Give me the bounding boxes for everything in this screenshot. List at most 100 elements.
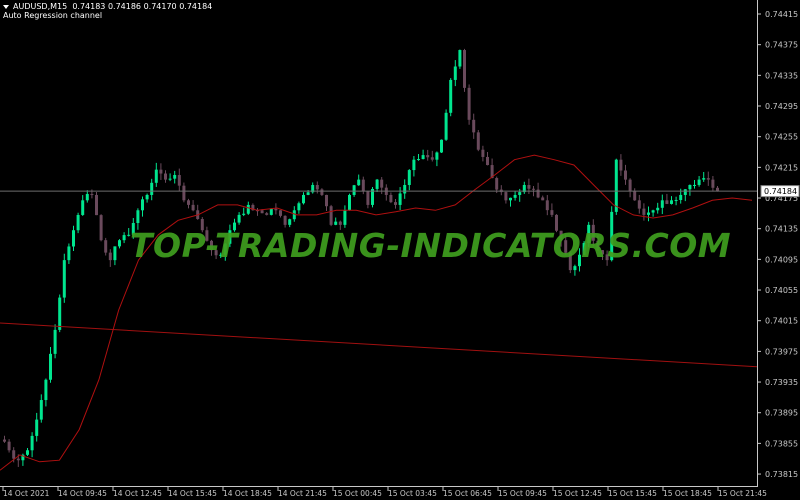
candle-body	[587, 224, 591, 243]
time-tick-label: 14 Oct 12:45	[113, 489, 162, 498]
candle-body	[173, 175, 177, 179]
candle	[559, 230, 563, 247]
candle-body	[177, 175, 181, 186]
candle-body	[306, 192, 310, 195]
candle-body	[665, 200, 669, 204]
candle-body	[651, 210, 655, 213]
price-tick-label: 0.74175	[765, 194, 798, 203]
candle	[633, 188, 637, 201]
candle	[205, 226, 209, 242]
candle	[95, 192, 98, 216]
candle-body	[656, 207, 660, 211]
regression-channel-line	[0, 322, 758, 368]
candle-body	[159, 169, 163, 174]
candle-body	[269, 208, 273, 215]
candle	[53, 324, 57, 359]
candle-body	[426, 155, 430, 158]
candle	[228, 224, 232, 248]
candle-body	[67, 246, 71, 261]
candle	[587, 221, 591, 247]
candle-body	[136, 210, 140, 224]
candle-body	[366, 191, 370, 205]
candle	[458, 49, 462, 69]
candle-body	[536, 189, 540, 198]
candle-body	[490, 165, 494, 179]
candle-body	[108, 252, 112, 261]
candle	[490, 158, 494, 179]
candle-body	[568, 252, 572, 271]
ohlc-values: 0.74183 0.74186 0.74170 0.74184	[72, 2, 213, 11]
candle	[150, 178, 154, 201]
price-tick-label: 0.74255	[765, 133, 798, 142]
candle	[674, 196, 678, 206]
candle	[375, 178, 379, 193]
candle	[265, 212, 269, 216]
candle	[49, 346, 52, 383]
candle-body	[246, 204, 250, 214]
candle	[693, 180, 696, 189]
candle-body	[683, 189, 687, 195]
candle	[288, 218, 292, 228]
price-tick-label: 0.74335	[765, 71, 798, 80]
candle	[145, 193, 149, 203]
candle	[279, 210, 282, 218]
candle-body	[3, 439, 6, 442]
candle	[688, 184, 692, 196]
dropdown-triangle-icon[interactable]	[3, 4, 9, 9]
candle-body	[693, 184, 696, 186]
candle-body	[233, 222, 236, 231]
candle-body	[495, 178, 499, 190]
candle	[302, 192, 305, 205]
time-axis[interactable]: 14 Oct 2021 14 Oct 09:45 14 Oct 12:45 14 Oc…	[2, 487, 767, 498]
candle	[348, 193, 351, 211]
candle-body	[518, 192, 522, 195]
candle-body	[187, 200, 190, 205]
candle-body	[472, 119, 476, 133]
candle	[131, 218, 135, 239]
candle	[177, 168, 181, 192]
candle-body	[398, 193, 402, 205]
candle	[440, 139, 443, 154]
candle	[159, 163, 163, 180]
candle-body	[601, 250, 604, 255]
candle-body	[81, 200, 85, 215]
candle	[182, 182, 186, 203]
candle	[136, 208, 140, 230]
candle-body	[596, 240, 600, 251]
time-tick-label: 14 Oct 2021	[3, 489, 50, 498]
candle	[173, 170, 177, 184]
candle-body	[619, 159, 623, 171]
candle	[237, 212, 241, 225]
symbol-label: AUDUSD,M15	[13, 2, 68, 11]
candle-body	[237, 214, 241, 223]
candle-body	[421, 155, 425, 160]
candle	[513, 191, 517, 201]
candle-body	[371, 188, 374, 205]
candle	[118, 239, 121, 249]
candle-body	[53, 329, 57, 354]
candle-body	[541, 197, 545, 201]
candle-body	[555, 214, 558, 231]
price-tick-label: 0.74095	[765, 255, 798, 264]
candle-body	[302, 194, 305, 204]
candle-body	[219, 254, 223, 256]
candle	[711, 176, 715, 192]
candle	[187, 198, 190, 209]
candle-body	[564, 240, 568, 253]
price-axis[interactable]: 0.74415 0.74375 0.74335 0.74295 0.74255 0.742…	[757, 10, 798, 479]
candle-body	[688, 184, 692, 190]
candle	[371, 187, 374, 208]
candle-body	[642, 208, 646, 215]
candle	[426, 149, 430, 161]
time-tick-label: 14 Oct 09:45	[58, 489, 107, 498]
candle-body	[260, 210, 264, 214]
candle-body	[522, 184, 526, 193]
candle-body	[527, 184, 531, 189]
candle-body	[210, 240, 213, 251]
candle	[219, 252, 223, 259]
candle	[214, 249, 218, 260]
candle	[536, 182, 540, 199]
candle	[702, 171, 706, 182]
candle-body	[334, 221, 338, 225]
